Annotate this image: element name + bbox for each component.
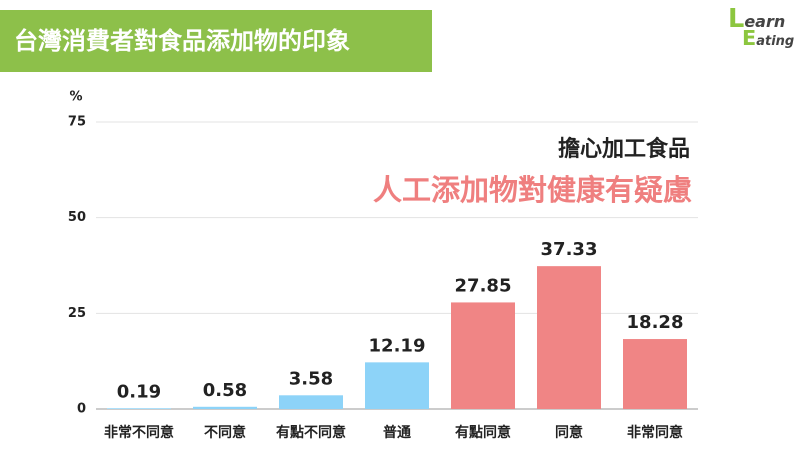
- bar: [279, 395, 343, 409]
- x-tick-label: 同意: [555, 424, 583, 441]
- y-tick-label: 75: [68, 115, 86, 130]
- data-label: 27.85: [455, 275, 512, 296]
- bar: [451, 302, 515, 409]
- x-tick-label: 普通: [383, 424, 411, 441]
- y-axis-label: %: [69, 90, 82, 105]
- x-tick-label: 非常同意: [627, 424, 683, 441]
- data-label: 18.28: [627, 312, 684, 333]
- x-tick-label: 有點同意: [455, 424, 511, 441]
- logo: Learn: [728, 4, 786, 34]
- data-label: 12.19: [369, 335, 426, 356]
- data-label: 0.19: [117, 381, 161, 402]
- x-tick-label: 有點不同意: [276, 424, 346, 441]
- logo: Eating: [742, 26, 795, 50]
- annotation: 擔心加工食品: [558, 136, 690, 162]
- y-tick-label: 0: [77, 402, 86, 417]
- bar: [537, 266, 601, 409]
- x-tick-label: 非常不同意: [104, 424, 174, 441]
- chart-title: 台灣消費者對食品添加物的印象: [14, 27, 350, 55]
- bar: [107, 408, 171, 409]
- data-label: 3.58: [289, 368, 333, 389]
- y-tick-label: 25: [68, 306, 86, 321]
- x-tick-label: 不同意: [204, 424, 246, 441]
- bar: [623, 339, 687, 409]
- data-label: 0.58: [203, 380, 247, 401]
- bar: [365, 362, 429, 409]
- y-tick-label: 50: [68, 210, 86, 225]
- annotation: 人工添加物對健康有疑慮: [373, 173, 692, 207]
- title-banner: [0, 10, 432, 72]
- bar: [193, 406, 257, 409]
- data-label: 37.33: [541, 239, 598, 260]
